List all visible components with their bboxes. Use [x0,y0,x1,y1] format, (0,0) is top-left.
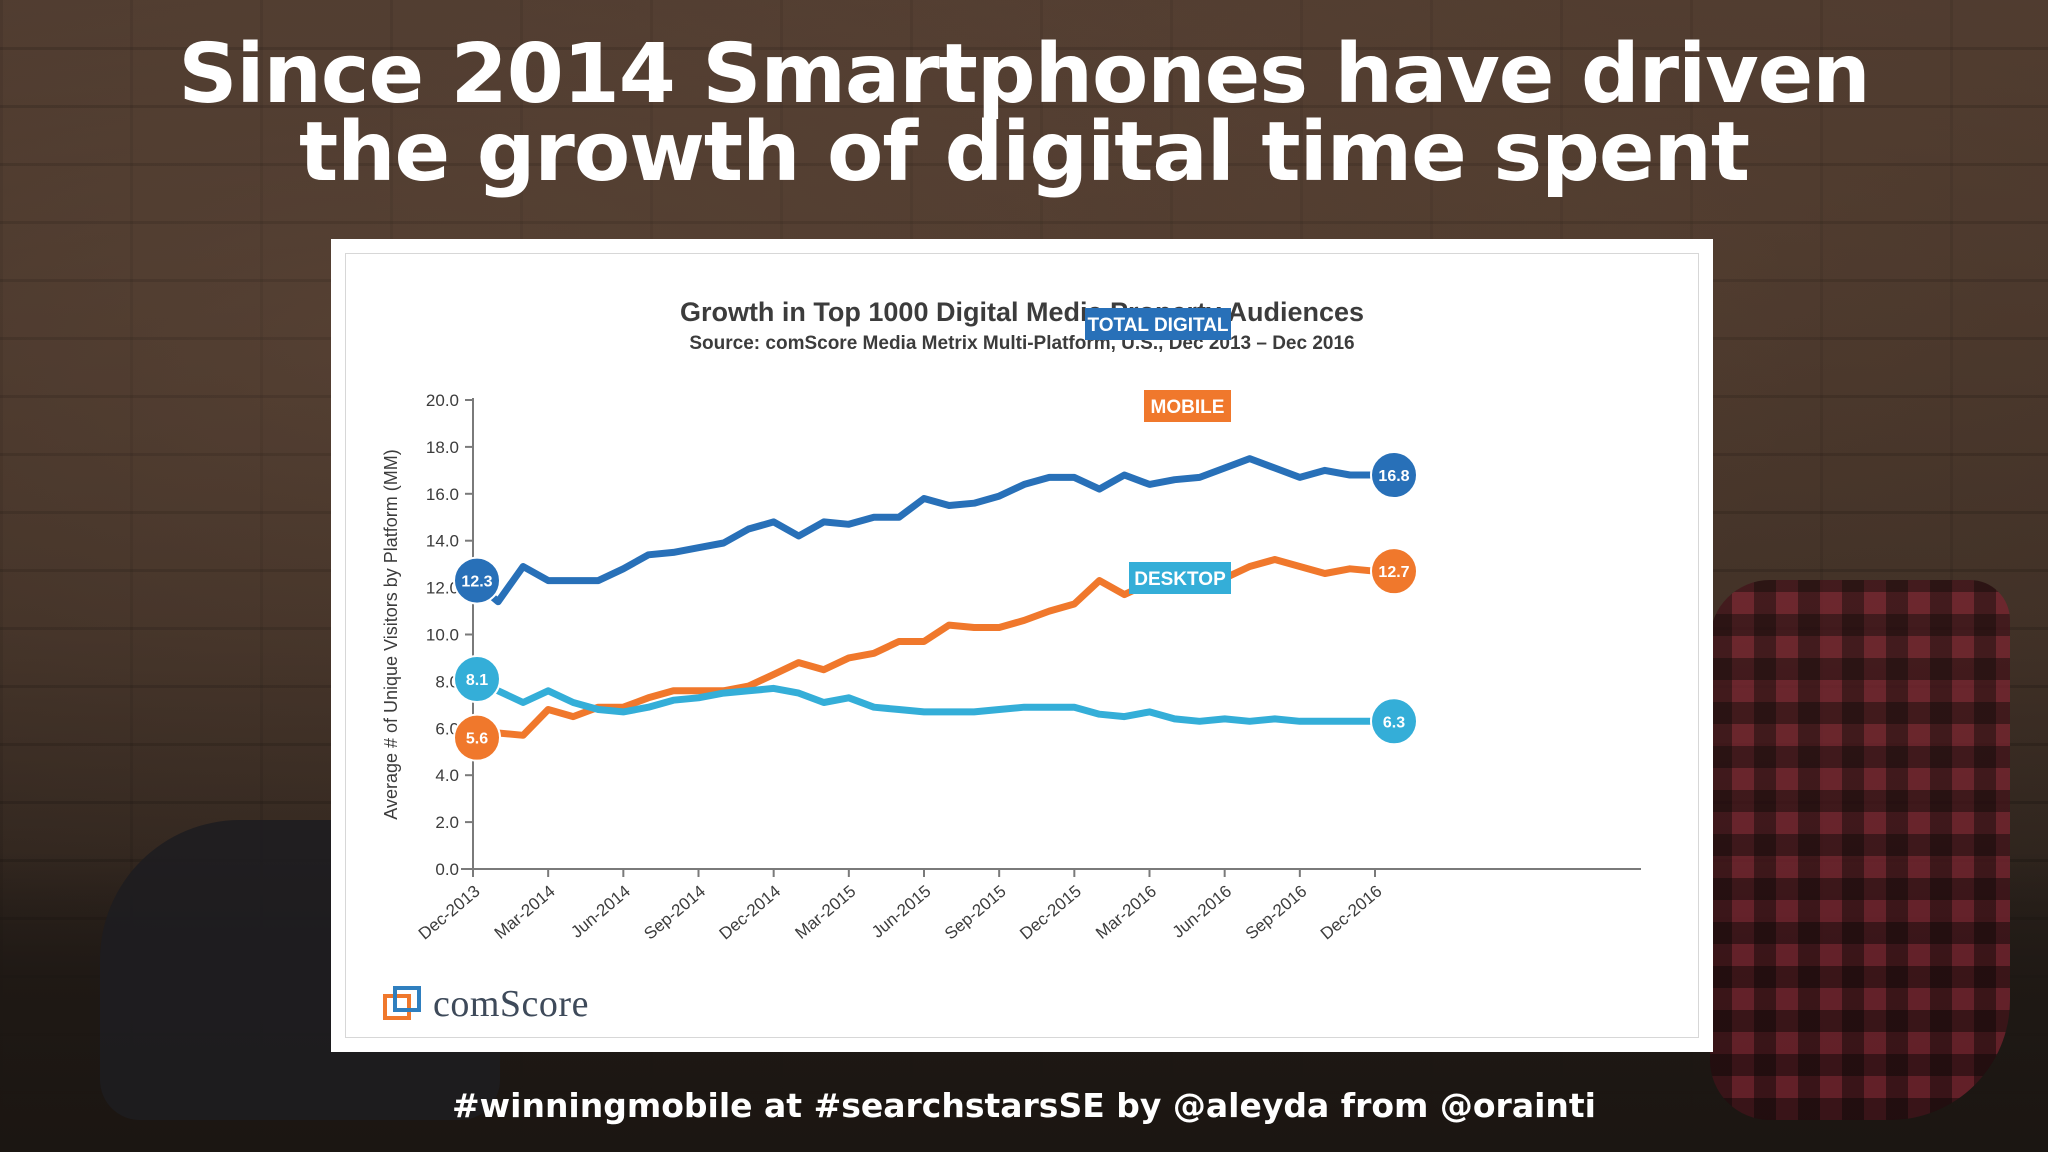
y-tick-label: 12.0 [426,579,459,598]
comscore-logo-text: comScore [433,983,589,1025]
data-label-mobile-start: 5.6 [466,731,488,748]
data-label-mobile-end: 12.7 [1378,564,1409,581]
person-right-photo [1710,580,2010,1120]
data-label-total-digital-start: 12.3 [461,574,492,591]
y-tick-label: 2.0 [435,813,459,832]
legend-box-desktop [1129,562,1231,594]
slide-footer: #winningmobile at #searchstarsSE by @ale… [452,1086,1596,1125]
x-tick-label: Dec-2016 [1317,882,1386,944]
x-tick-label: Sep-2016 [1242,882,1311,944]
x-tick-label: Jun-2014 [567,882,634,942]
comscore-logo: comScore [383,983,589,1025]
x-tick-label: Jun-2016 [1169,882,1236,942]
comscore-logo-icon [383,986,423,1022]
data-point-desktop-start [453,655,501,704]
y-axis-label: Average # of Unique Visitors by Platform… [381,449,401,819]
data-point-mobile-end [1370,547,1418,596]
legend-label-total-digital: TOTAL DIGITAL [1087,315,1228,336]
data-label-total-digital-end: 16.8 [1378,468,1409,485]
y-tick-label: 0.0 [435,860,459,879]
headline-line-2: the growth of digital time spent [298,105,1750,200]
data-point-desktop-end [1370,697,1418,746]
x-tick-label: Sep-2014 [640,882,709,944]
y-tick-label: 20.0 [426,391,459,410]
chart-card: Growth in Top 1000 Digital Media Propert… [331,239,1713,1052]
x-tick-label: Mar-2016 [1092,882,1160,943]
legend-box-total-digital [1085,308,1231,340]
x-tick-label: Mar-2015 [791,882,859,943]
legend-label-mobile: MOBILE [1151,397,1225,418]
data-label-desktop-end: 6.3 [1383,714,1405,731]
chart-title: Growth in Top 1000 Digital Media Propert… [679,297,1365,327]
data-point-mobile-start [453,713,501,762]
data-point-total-digital-end [1370,451,1418,500]
series-line-desktop [469,675,1379,725]
y-tick-label: 10.0 [426,626,459,645]
x-tick-label: Mar-2014 [491,882,559,943]
x-tick-label: Jun-2015 [868,882,935,942]
x-tick-label: Dec-2014 [716,882,785,944]
x-tick-label: Dec-2013 [415,882,484,944]
legend-box-mobile [1144,390,1231,422]
y-tick-label: 18.0 [426,438,459,457]
slide-headline: Since 2014 Smartphones have driven the g… [0,27,2048,200]
series-line-total-digital [469,455,1379,606]
headline-line-1: Since 2014 Smartphones have driven [178,27,1870,122]
y-tick-label: 4.0 [435,766,459,785]
y-tick-label: 16.0 [426,485,459,504]
line-chart: 0.02.04.06.08.010.012.014.016.018.020.0A… [381,308,1641,944]
chart-card-border [345,253,1699,1038]
data-point-total-digital-start [453,556,501,605]
x-tick-label: Dec-2015 [1016,882,1085,944]
y-tick-label: 14.0 [426,532,459,551]
x-tick-label: Sep-2015 [941,882,1010,944]
data-label-desktop-start: 8.1 [466,672,488,689]
y-tick-label: 6.0 [435,719,459,738]
legend-label-desktop: DESKTOP [1134,569,1226,590]
